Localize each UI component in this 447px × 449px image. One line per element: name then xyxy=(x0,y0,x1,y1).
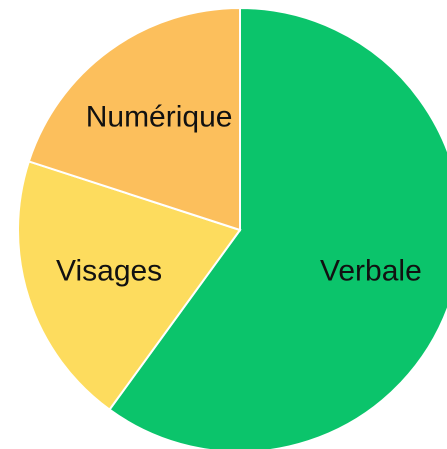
pie-slice xyxy=(27,6,241,232)
pie-slice xyxy=(108,6,447,449)
slice-label: Verbale xyxy=(320,254,422,287)
slice-label: Numérique xyxy=(86,101,233,134)
pie-slice xyxy=(17,160,242,411)
slice-label: Visages xyxy=(56,254,162,287)
